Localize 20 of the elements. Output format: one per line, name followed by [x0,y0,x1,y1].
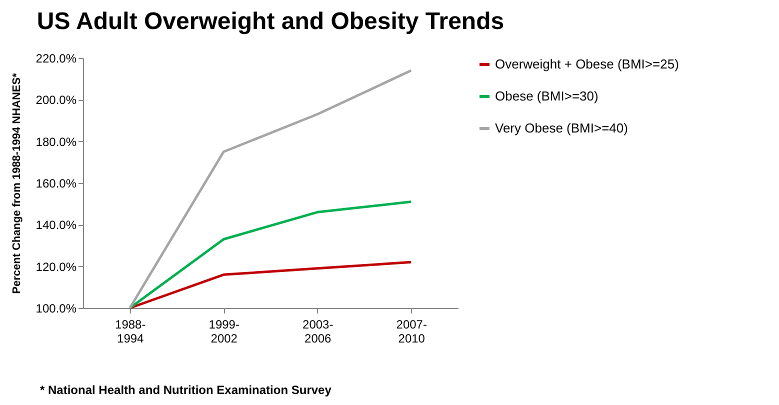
x-tick-label: 2007-2010 [396,318,427,346]
y-axis-title: Percent Change from 1988-1994 NHANES* [10,72,23,294]
line-series [128,200,412,310]
y-tick-label: 100.0% [36,302,77,316]
legend-label: Obese (BMI>=30) [495,88,598,104]
line-series [128,69,412,310]
y-tick-label: 180.0% [36,134,77,149]
x-tick-label: 2003-2006 [302,318,334,346]
y-tick-label: 220.0% [36,52,77,66]
y-tick-label: 120.0% [36,260,77,274]
y-tick-label: 200.0% [36,93,77,108]
legend-label: Overweight + Obese (BMI>=25) [495,56,679,72]
legend-label: Very Obese (BMI>=40) [495,120,628,136]
y-tick-label: 140.0% [36,218,77,232]
chart-title: US Adult Overweight and Obesity Trends [36,8,504,35]
y-tick-label: 160.0% [36,176,77,190]
text: * National Health and Nutrition Examination Survey [40,383,332,397]
x-tick-label: 1999-2002 [208,318,240,346]
x-tick-label: 1988-1994 [115,318,146,346]
line-series [128,260,412,310]
